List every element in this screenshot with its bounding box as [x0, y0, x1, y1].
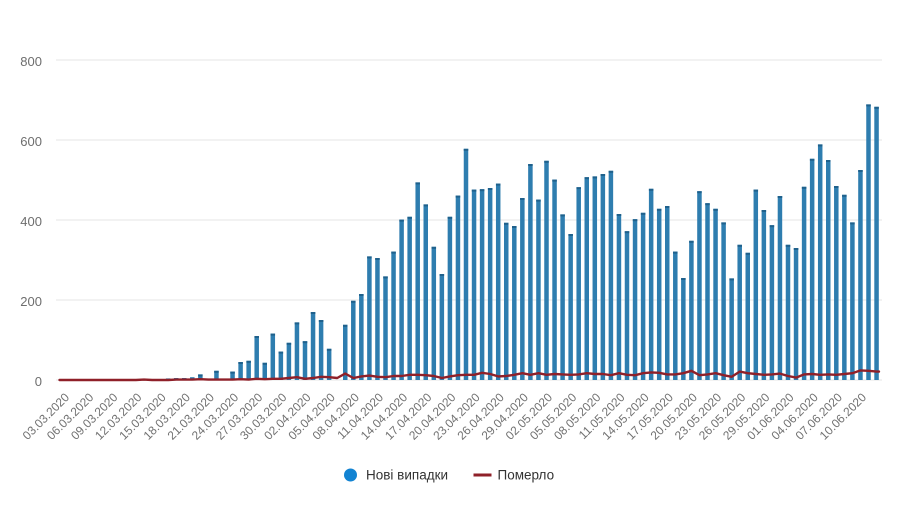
svg-text:600: 600 — [20, 134, 42, 149]
svg-text:200: 200 — [20, 294, 42, 309]
svg-text:800: 800 — [20, 54, 42, 69]
svg-text:400: 400 — [20, 214, 42, 229]
svg-text:0: 0 — [35, 374, 42, 389]
svg-text:Нові випадки: Нові випадки — [366, 468, 448, 483]
svg-text:Померло: Померло — [498, 468, 555, 483]
